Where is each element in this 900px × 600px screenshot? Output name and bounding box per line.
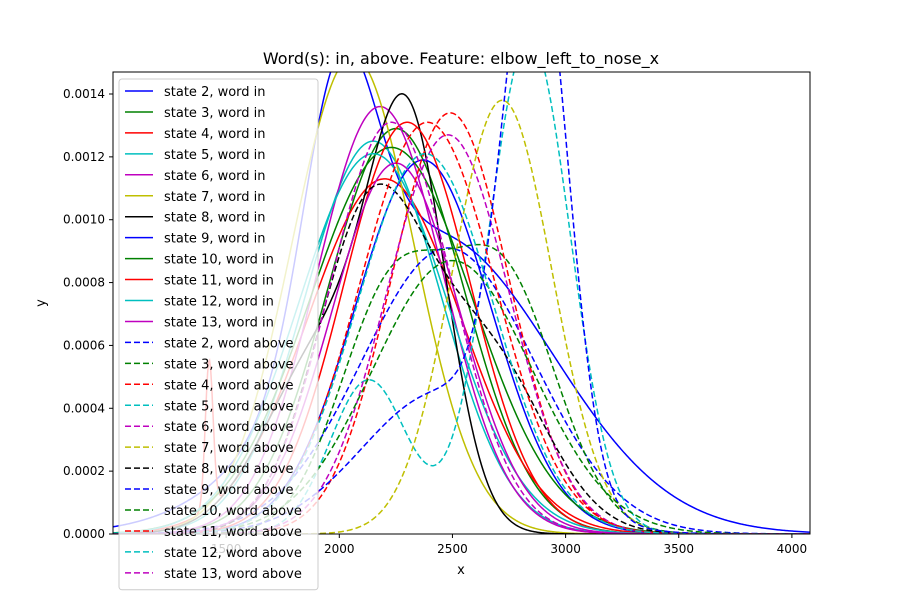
- plot-frame: [112, 71, 811, 535]
- legend-label: state 13, word above: [164, 567, 302, 582]
- x-tick-label: 2500: [437, 542, 468, 556]
- legend-label: state 8, word in: [164, 211, 266, 226]
- legend-label: state 9, word in: [164, 232, 266, 247]
- legend-label: state 7, word above: [164, 441, 294, 456]
- legend-label: state 11, word above: [164, 525, 302, 540]
- y-tick-label: 0.0006: [63, 338, 105, 352]
- x-axis-label: x: [457, 563, 465, 578]
- legend-label: state 13, word in: [164, 315, 274, 330]
- x-tick-label: 2000: [324, 542, 355, 556]
- x-tick-label: 3000: [550, 542, 581, 556]
- legend-box: [118, 78, 319, 591]
- legend-label: state 4, word above: [164, 378, 294, 393]
- chart-title: Word(s): in, above. Feature: elbow_left_…: [263, 49, 659, 69]
- legend-label: state 6, word above: [164, 420, 294, 435]
- y-tick-label: 0.0008: [63, 276, 105, 290]
- y-tick-label: 0.0012: [63, 150, 105, 164]
- legend: state 2, word in state 3, word in state 4,…: [118, 78, 319, 591]
- legend-label: state 5, word in: [164, 148, 266, 163]
- legend-label: state 2, word above: [164, 336, 294, 351]
- legend-label: state 12, word in: [164, 295, 274, 310]
- legend-label: state 7, word in: [164, 190, 266, 205]
- legend-label: state 3, word above: [164, 357, 294, 372]
- legend-label: state 11, word in: [164, 274, 274, 289]
- series-line-21: [113, 259, 810, 534]
- y-tick-label: 0.0014: [63, 87, 105, 101]
- legend-label: state 4, word in: [164, 127, 266, 142]
- legend-label: state 3, word in: [164, 106, 266, 121]
- x-tick-label: 4000: [777, 542, 808, 556]
- x-tick-label: 3500: [663, 542, 694, 556]
- y-axis-label: y: [34, 299, 49, 307]
- legend-label: state 10, word above: [164, 504, 302, 519]
- y-tick-label: 0.0000: [63, 527, 105, 541]
- legend-label: state 10, word in: [164, 253, 274, 268]
- y-axis: 0.0000 0.0002 0.0004 0.0006 0.0008 0.0010 0.00…: [63, 87, 113, 541]
- legend-label: state 5, word above: [164, 399, 294, 414]
- legend-label: state 12, word above: [164, 546, 302, 561]
- series-line-16: [113, 72, 810, 534]
- y-tick-label: 0.0010: [63, 213, 105, 227]
- y-tick-label: 0.0004: [63, 401, 105, 415]
- y-tick-label: 0.0002: [63, 464, 105, 478]
- legend-label: state 9, word above: [164, 483, 294, 498]
- legend-label: state 6, word in: [164, 169, 266, 184]
- legend-label: state 2, word in: [164, 85, 266, 100]
- legend-label: state 8, word above: [164, 462, 294, 477]
